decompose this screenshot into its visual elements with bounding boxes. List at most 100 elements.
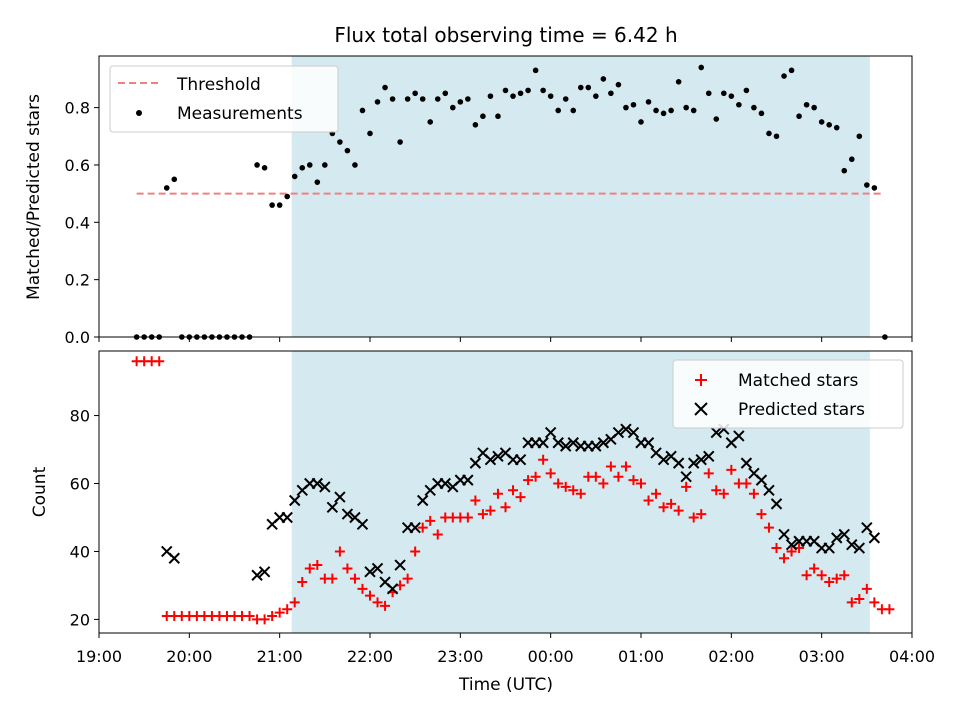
matched-star-point — [613, 471, 624, 482]
matched-star-point — [568, 485, 579, 496]
predicted-star-point — [319, 481, 331, 493]
x-tick-label: 22:00 — [347, 647, 393, 666]
matched-star-point — [259, 614, 270, 625]
matched-star-point — [289, 597, 300, 608]
matched-star-point — [869, 597, 880, 608]
matched-star-point — [327, 573, 338, 584]
x-tick-label: 19:00 — [76, 647, 122, 666]
predicted-star-point — [364, 566, 376, 578]
matched-star-point — [651, 488, 662, 499]
matched-star-point — [628, 475, 639, 486]
measurement-point — [427, 119, 434, 125]
predicted-star-point — [740, 457, 753, 469]
measurement-point — [510, 93, 516, 99]
matched-star-point — [515, 492, 526, 503]
top-y-axis-label: Matched/Predicted stars — [24, 94, 44, 300]
matched-star-point — [244, 611, 255, 622]
measurement-point — [660, 110, 667, 117]
predicted-star-point — [831, 532, 843, 544]
predicted-star-point — [823, 542, 835, 554]
matched-star-point — [312, 560, 323, 571]
bottom-y-axis-label: Count — [30, 466, 50, 517]
measurement-point — [653, 107, 659, 114]
predicted-star-point — [567, 437, 579, 449]
predicted-star-point — [484, 454, 497, 466]
predicted-star-point — [853, 542, 866, 554]
bottom-x-ticks: 19:00 20:00 21:00 22:00 23:00 00:00 01:00 02:00… — [76, 633, 935, 666]
measurement-point — [585, 84, 592, 91]
top-y-tick-label: 0.6 — [65, 156, 90, 175]
matched-legend-swatch — [695, 374, 707, 386]
predicted-star-point — [439, 477, 451, 490]
measurement-point — [630, 101, 637, 108]
predicted-star-point — [462, 474, 474, 486]
predicted-star-point — [763, 484, 775, 497]
predicted-star-point — [695, 454, 707, 466]
matched-star-point — [530, 471, 541, 482]
predicted-star-point — [409, 521, 421, 534]
predicted-star-point — [620, 423, 632, 435]
measurement-point — [359, 107, 366, 114]
measurement-point — [645, 99, 652, 105]
matched-star-point — [839, 570, 850, 581]
x-tick-label: 21:00 — [257, 647, 303, 666]
measurement-point — [269, 202, 275, 208]
x-tick-label: 23:00 — [437, 647, 483, 666]
predicted-star-point — [341, 508, 354, 520]
matched-star-point — [545, 468, 556, 479]
top-y-tick-label: 0.4 — [65, 213, 90, 232]
matched-star-point — [417, 522, 428, 533]
matched-star-point — [771, 543, 782, 554]
top-axes-frame — [98, 55, 913, 338]
bottom-y-tick-label: 60 — [70, 475, 90, 494]
measurement-point — [826, 122, 832, 128]
bottom-y-tick-label: 40 — [70, 542, 90, 561]
predicted-star-point — [672, 457, 685, 469]
measurement-point — [562, 96, 569, 102]
x-tick-label: 20:00 — [166, 647, 212, 666]
predicted-star-point — [544, 426, 557, 439]
matched-star-point — [718, 488, 729, 499]
measurement-point — [532, 67, 539, 74]
matched-star-point — [658, 502, 669, 513]
measurement-point — [261, 165, 268, 171]
matched-star-point — [492, 488, 503, 499]
matched-star-point — [756, 509, 767, 520]
measurement-point — [495, 113, 501, 120]
measurement-point — [254, 162, 260, 168]
measurement-point — [743, 87, 750, 94]
predicted-star-point — [612, 426, 625, 439]
matched-star-point — [763, 522, 774, 533]
matched-star-point — [786, 546, 797, 557]
matched-star-point — [349, 573, 360, 584]
matched-star-point — [508, 485, 519, 496]
matched-star-point — [605, 461, 616, 472]
measurements-legend-label: Measurements — [177, 104, 303, 124]
top-legend-box — [109, 65, 339, 133]
measurement-point — [848, 156, 855, 163]
predicted-star-point — [281, 511, 293, 524]
matched-star-point — [334, 546, 345, 557]
measurement-point — [803, 101, 810, 108]
measurement-point — [668, 107, 674, 114]
matched-star-point — [410, 546, 421, 557]
measurements-legend-swatch — [136, 110, 142, 116]
bottom-y-tick-label: 20 — [70, 610, 90, 629]
predicted-star-point — [371, 562, 384, 575]
matched-star-point — [342, 563, 353, 574]
measurement-point — [736, 101, 742, 108]
measurement-point — [382, 84, 388, 91]
predicted-star-point — [560, 440, 572, 452]
measurement-point — [502, 87, 509, 94]
measurement-point — [517, 90, 524, 97]
matched-star-point — [575, 488, 586, 499]
measurement-point — [871, 185, 878, 191]
measurement-point — [577, 84, 584, 91]
measurement-point — [472, 122, 479, 128]
measurement-point — [465, 96, 471, 102]
x-tick-label: 01:00 — [618, 647, 664, 666]
matched-star-point — [779, 553, 790, 564]
matched-star-point — [696, 509, 707, 520]
measurement-point — [344, 147, 351, 154]
